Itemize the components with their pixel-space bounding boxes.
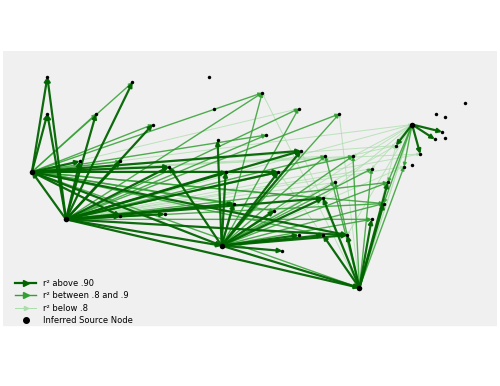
Legend: r² above .90, r² between .8 and .9, r² below .8, Inferred Source Node: r² above .90, r² between .8 and .9, r² b…	[12, 276, 136, 328]
Polygon shape	[3, 51, 497, 325]
